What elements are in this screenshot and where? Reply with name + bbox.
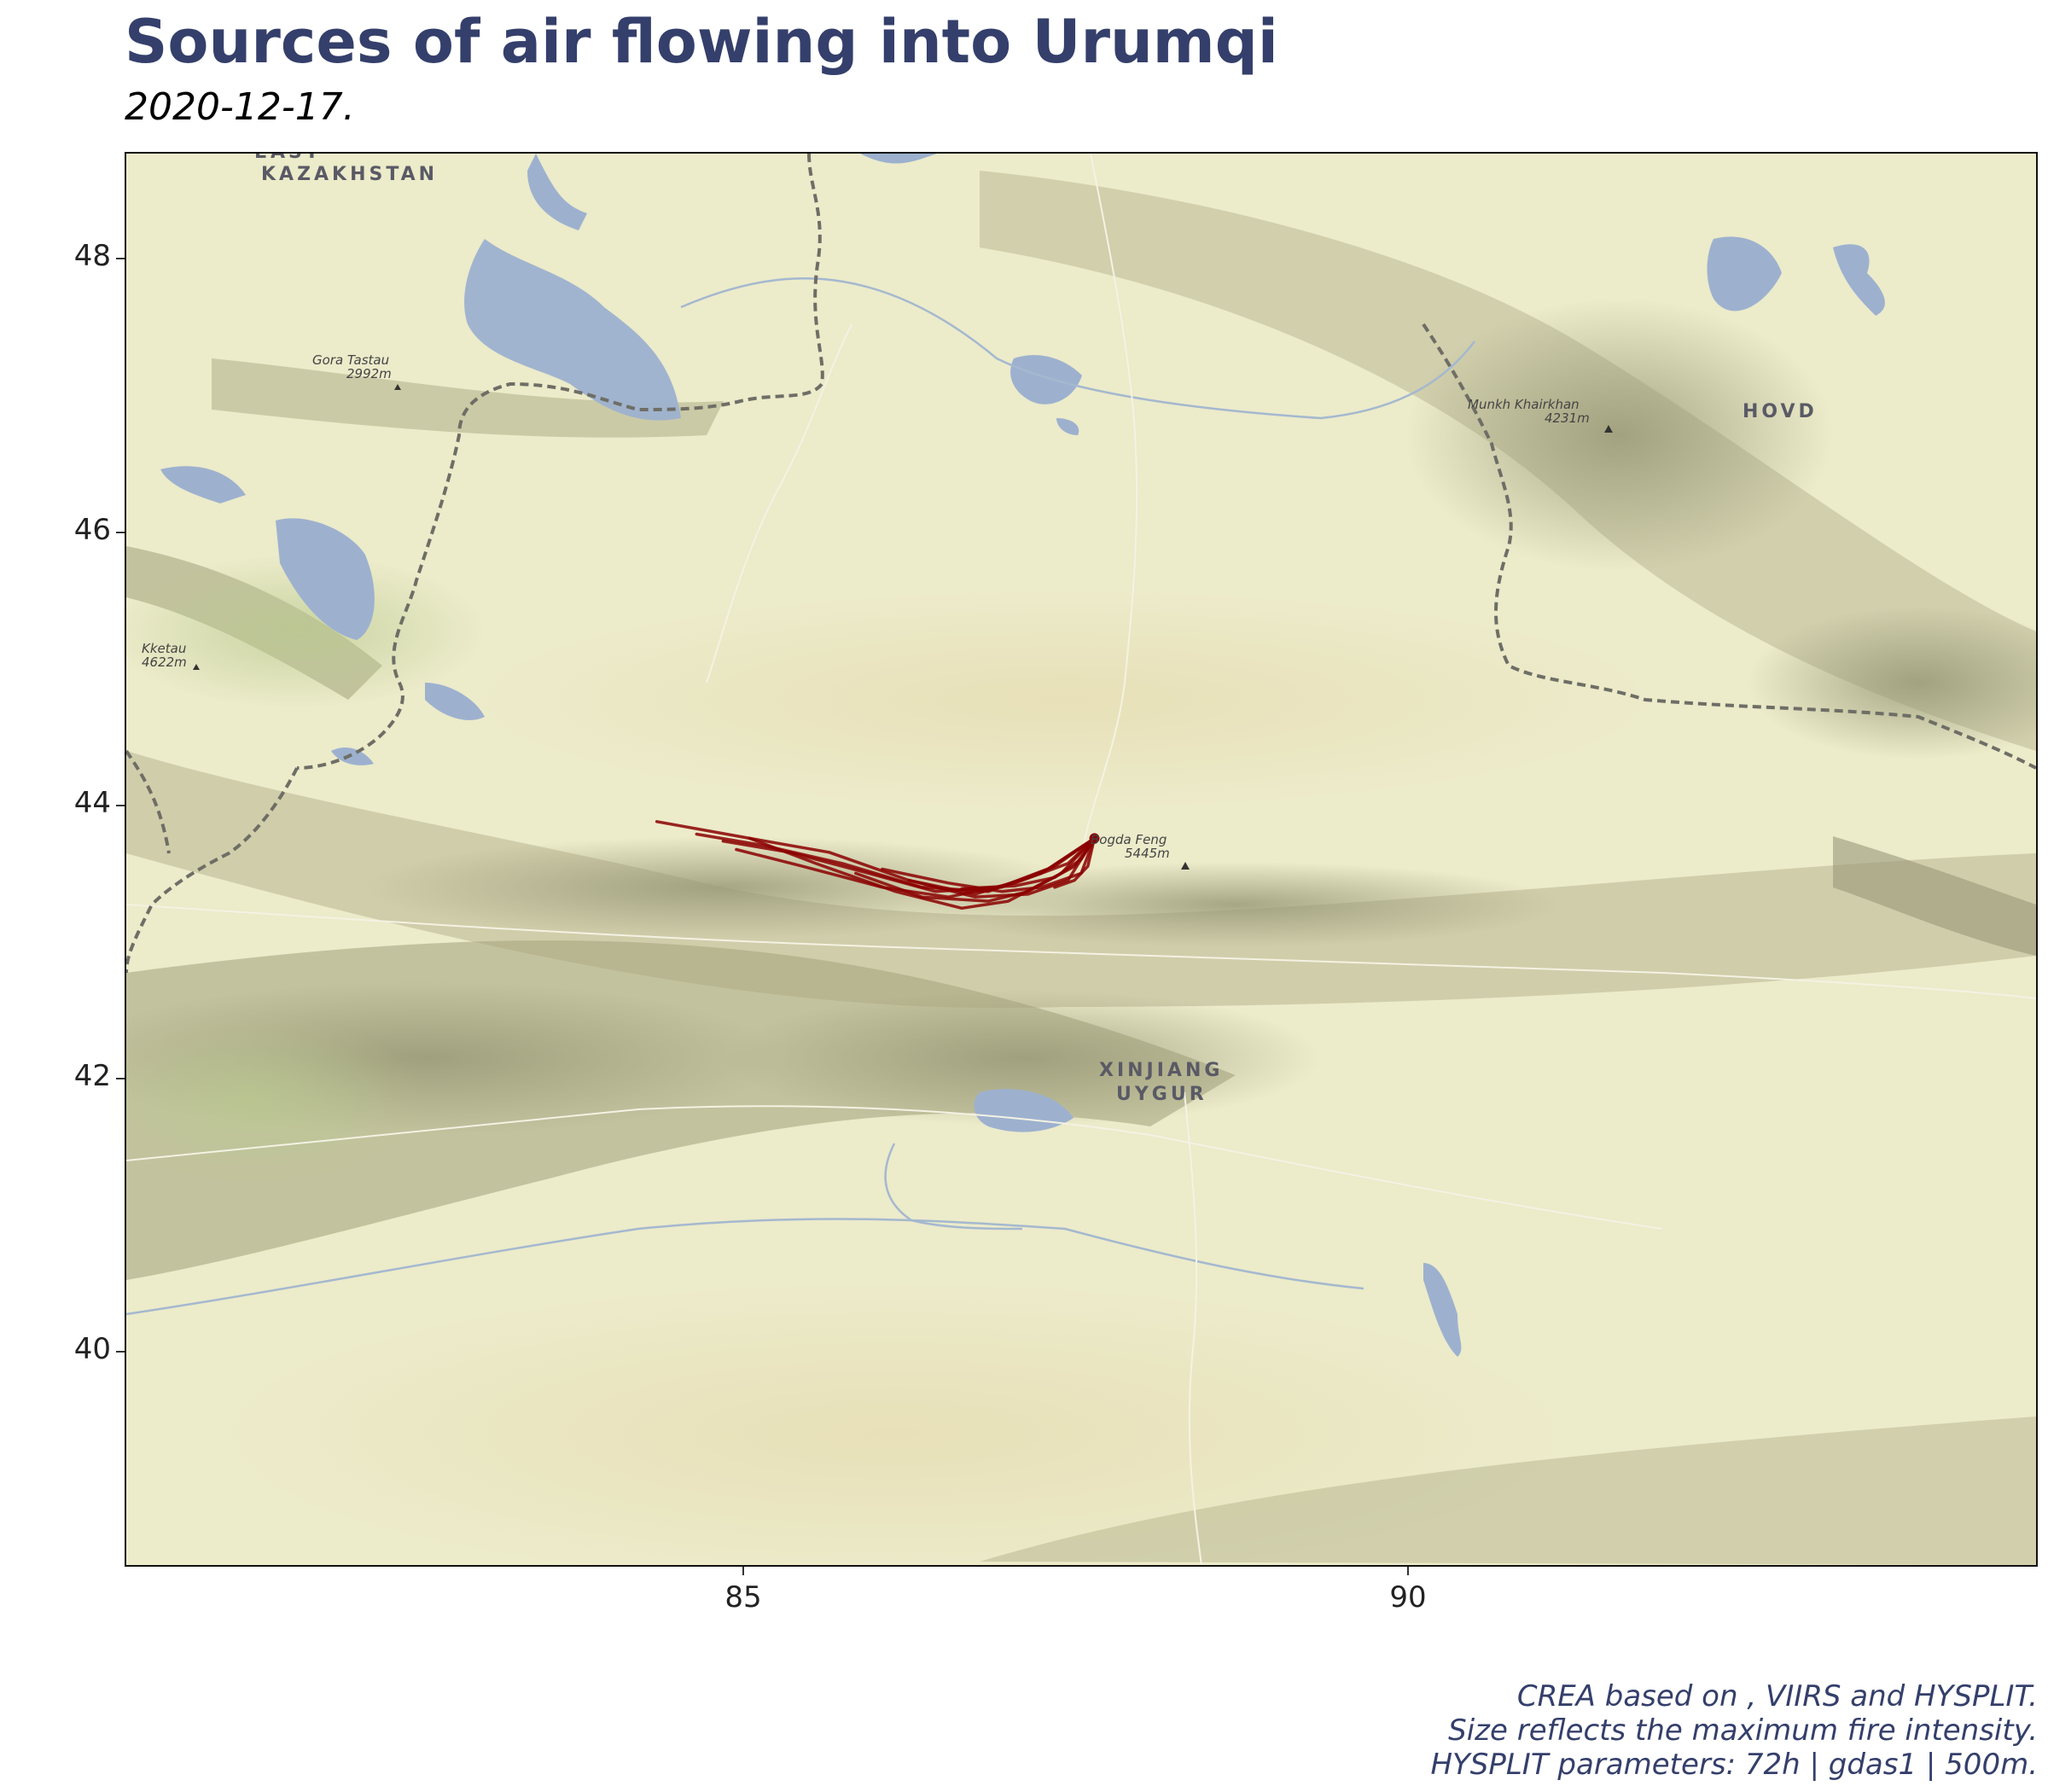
x-tick-mark (1407, 1567, 1409, 1575)
peak-elevation: 2992m (346, 366, 392, 381)
peak-elevation: 4622m (142, 655, 187, 670)
y-tick-label: 44 (73, 786, 111, 820)
map-label-kazakhstan: KAZAKHSTAN (261, 164, 439, 185)
taklamakan-desert (212, 1280, 1577, 1565)
trajectory-line (907, 836, 1097, 899)
page-title: Sources of air flowing into Urumqi (125, 7, 1278, 77)
map-label-uygur: UYGUR (1116, 1084, 1207, 1105)
dzungaria-desert (468, 589, 1662, 811)
y-tick-label: 40 (73, 1332, 111, 1366)
y-tick-mark (116, 1351, 125, 1353)
x-tick-label: 85 (724, 1580, 762, 1615)
peak-name: Bogda Feng (1091, 832, 1167, 847)
trajectory-line (1053, 836, 1097, 889)
trajectory-layer (655, 820, 1100, 911)
y-tick-label: 46 (73, 513, 111, 547)
trajectory-line (960, 836, 1097, 891)
page-subtitle: 2020-12-17. (125, 85, 355, 129)
y-tick-mark (116, 1078, 125, 1079)
caption-line: Size reflects the maximum fire intensity… (1448, 1713, 2038, 1748)
map-label-xinjiang: XINJIANG (1099, 1060, 1224, 1081)
x-tick-label: 90 (1389, 1580, 1427, 1615)
peak-triangle-icon (193, 664, 200, 670)
caption-line: CREA based on , VIIRS and HYSPLIT. (1516, 1679, 2038, 1713)
map-label-munkh-khairkhan: Munkh Khairkhan 4231m (1468, 398, 1590, 425)
y-tick-label: 42 (73, 1059, 111, 1093)
peak-triangle-icon (394, 384, 401, 390)
y-tick-mark (116, 805, 125, 806)
receptor-marker (1089, 833, 1100, 844)
rivers (126, 277, 1475, 1316)
map-panel[interactable]: EAST KAZAKHSTAN HOVD XINJIANG UYGUR Gora… (125, 152, 2038, 1567)
trajectory-line (735, 836, 1097, 899)
y-tick-label: 48 (73, 239, 111, 273)
y-tick-mark (116, 532, 125, 533)
roads (126, 154, 2036, 1565)
borders (126, 154, 2036, 974)
peak-triangle-icon (1181, 862, 1190, 870)
peak-name: Munkh Khairkhan (1468, 397, 1580, 412)
caption: CREA based on , VIIRS and HYSPLIT. Size … (1430, 1679, 2038, 1782)
lakes (160, 154, 1885, 1357)
peak-triangle-icon (1604, 425, 1613, 433)
map-canvas[interactable] (126, 154, 2036, 1565)
relief-shading (126, 171, 2036, 1565)
map-label-kketau: Kketau 4622m (142, 642, 187, 669)
map-label-hovd: HOVD (1743, 401, 1818, 422)
peak-name: Gora Tastau (312, 352, 390, 368)
map-label-east: EAST (254, 152, 322, 163)
peak-elevation: 5445m (1125, 846, 1170, 861)
peak-elevation: 4231m (1545, 410, 1590, 426)
map-label-gora-tastau: Gora Tastau 2992m (312, 353, 392, 381)
y-tick-mark (116, 258, 125, 259)
caption-line: HYSPLIT parameters: 72h | gdas1 | 500m. (1430, 1748, 2038, 1782)
peak-name: Kketau (142, 641, 187, 656)
map-label-bogda-feng: Bogda Feng 5445m (1091, 833, 1170, 860)
x-tick-mark (742, 1567, 744, 1575)
trajectory-line (881, 836, 1097, 893)
